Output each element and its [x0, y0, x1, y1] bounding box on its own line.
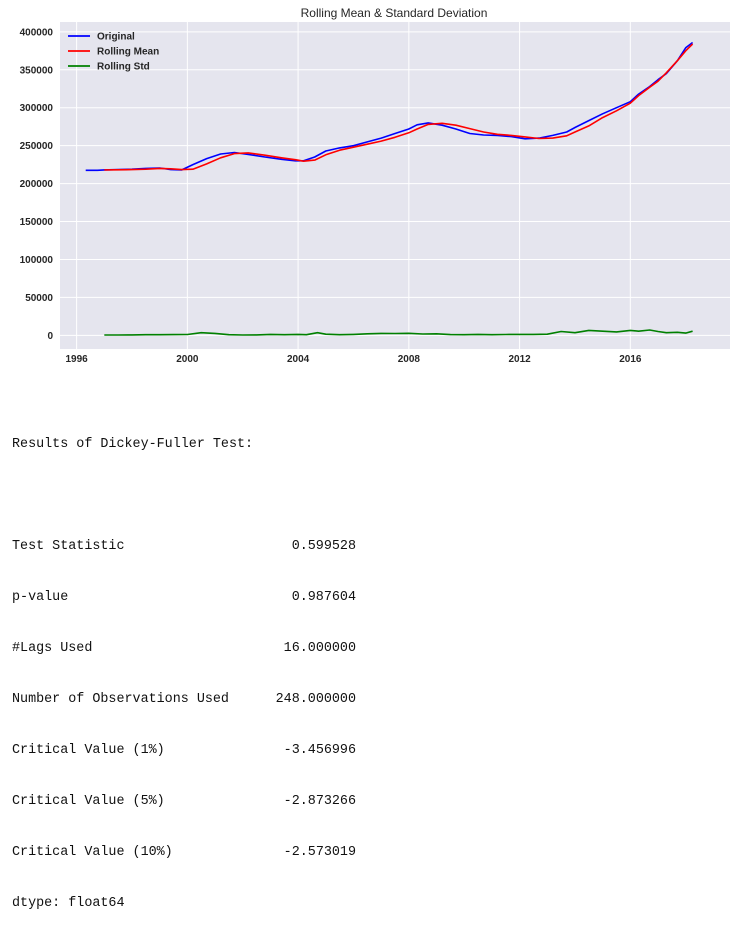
x-axis-ticks: 1996 2000 2004 2008 2012 2016 [65, 354, 641, 365]
y-tick-label: 250000 [20, 141, 54, 152]
output-dtype: dtype: float64 [12, 896, 125, 911]
legend-label: Rolling Mean [97, 47, 159, 58]
y-tick-label: 150000 [20, 217, 54, 228]
x-tick-label: 2016 [619, 354, 642, 365]
y-axis-ticks: 0 50000 100000 150000 200000 250000 300000 3500… [20, 27, 54, 341]
y-tick-label: 0 [47, 331, 53, 342]
y-tick-label: 400000 [20, 27, 54, 38]
legend-label: Original [97, 32, 135, 43]
y-tick-label: 50000 [25, 293, 53, 304]
output-row: Number of Observations Used 248.000000 [12, 691, 356, 708]
output-row: Critical Value (1%) -3.456996 [12, 742, 356, 759]
chart-title: Rolling Mean & Standard Deviation [301, 6, 488, 20]
x-tick-label: 1996 [65, 354, 88, 365]
series-lines [85, 41, 694, 336]
output-row: p-value 0.987604 [12, 589, 356, 606]
x-tick-label: 2004 [287, 354, 310, 365]
output-row-name: p-value [12, 590, 69, 605]
y-tick-label: 200000 [20, 179, 54, 190]
legend-label: Rolling Std [97, 62, 150, 73]
output-row-value: -2.573019 [283, 845, 356, 860]
output-row-value: 16.000000 [283, 641, 356, 656]
output-row: Test Statistic 0.599528 [12, 538, 356, 555]
plot-area [60, 22, 730, 349]
output-row-name: #Lags Used [12, 641, 93, 656]
y-tick-label: 350000 [20, 65, 54, 76]
output-heading: Results of Dickey-Fuller Test: [12, 437, 254, 452]
output-row-value: 248.000000 [275, 692, 356, 707]
output-row-name: Critical Value (10%) [12, 845, 173, 860]
output-blank-line [12, 487, 356, 504]
y-tick-label: 100000 [20, 255, 54, 266]
output-row-name: Critical Value (5%) [12, 794, 165, 809]
legend: Original Rolling Mean Rolling Std [68, 32, 159, 73]
y-tick-label: 300000 [20, 103, 54, 114]
series-line-rolling-std [104, 329, 693, 336]
dickey-fuller-output: Results of Dickey-Fuller Test: Test Stat… [12, 402, 356, 929]
output-row-name: Number of Observations Used [12, 692, 229, 707]
x-tick-label: 2012 [508, 354, 531, 365]
rolling-stats-chart: Rolling Mean & Standard Deviation 1996 20… [20, 6, 730, 365]
output-row-value: 0.599528 [291, 539, 356, 554]
output-row-value: -2.873266 [283, 794, 356, 809]
series-line-rolling-mean [104, 43, 694, 171]
output-row-value: 0.987604 [291, 590, 356, 605]
output-row-value: -3.456996 [283, 743, 356, 758]
output-row: #Lags Used 16.000000 [12, 640, 356, 657]
output-row: Critical Value (10%) -2.573019 [12, 844, 356, 861]
x-tick-label: 2008 [398, 354, 421, 365]
x-tick-label: 2000 [176, 354, 199, 365]
output-row-name: Test Statistic [12, 539, 125, 554]
output-row-name: Critical Value (1%) [12, 743, 165, 758]
output-row: Critical Value (5%) -2.873266 [12, 793, 356, 810]
